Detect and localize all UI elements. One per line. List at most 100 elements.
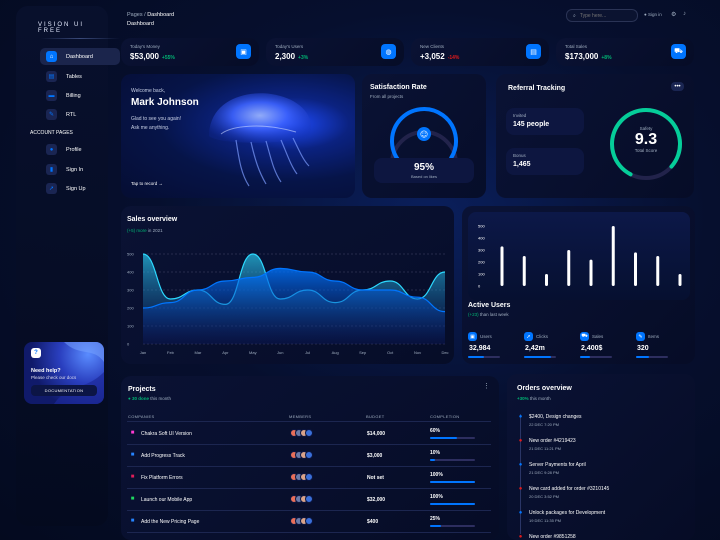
sidebar-item-dashboard[interactable]: ⌂ Dashboard [40, 48, 120, 65]
y-tick-label: 300 [127, 288, 134, 293]
referral-card: Referral Tracking ••• Invited 145 people… [496, 74, 694, 198]
safety-score: Safety 9.3 Total Score [626, 126, 666, 153]
y-tick-label: 200 [127, 306, 134, 311]
question-icon: ? [31, 348, 41, 358]
stat-change: +55% [161, 55, 175, 61]
table-row[interactable]: ■ Add Progress Track $3,000 10% [127, 445, 491, 467]
y-tick-label: 0 [127, 342, 130, 347]
smile-icon: ☺ [420, 130, 428, 139]
sales-overview-card: Sales overview (+5) more in 2021 0 100 200… [121, 206, 454, 364]
item-label: Users [480, 334, 492, 339]
x-tick-label: Feb [167, 350, 175, 355]
safety-gauge [610, 108, 682, 180]
xd-logo-icon: ■ [130, 430, 135, 436]
adobe-icon: ● [518, 534, 523, 540]
atlassian-logo-icon: ■ [130, 452, 135, 458]
card-icon: ● [518, 486, 523, 492]
sales-change: (+5) more in 2021 [127, 228, 163, 233]
completion-bar [430, 481, 475, 483]
y-tick-label: 100 [478, 272, 485, 277]
member-avatar [305, 473, 313, 481]
order-date: 21 DEC 9:28 PM [529, 470, 560, 475]
sidebar-item-sign-up[interactable]: ➚ Sign Up [40, 180, 120, 197]
help-title: Need help? [31, 368, 61, 374]
order-title: Server Payments for April [529, 462, 586, 468]
wrench-icon: ✎ [46, 109, 57, 120]
sidebar-item-sign-in[interactable]: ▮ Sign In [40, 161, 120, 178]
sales-chart: 0 100 200 300 400 500 Jan Feb Mar Apr May Jun Jul Aug… [127, 252, 449, 356]
breadcrumb-root[interactable]: Pages [127, 12, 143, 18]
x-tick-label: Jul [305, 350, 310, 355]
safety-sublabel: Total Score [634, 148, 658, 153]
item-progress [636, 356, 668, 358]
safety-value: 9.3 [634, 131, 658, 148]
project-completion: 10% [430, 450, 441, 456]
tap-to-record-link[interactable]: Tap to record → [131, 181, 164, 186]
x-tick-label: Jun [277, 350, 283, 355]
card-title: Projects [128, 386, 156, 393]
more-vertical-icon[interactable]: ⋮ [483, 383, 490, 390]
member-avatars [290, 473, 313, 482]
timeline-line [520, 414, 521, 534]
x-tick-label: Aug [332, 350, 339, 355]
sidebar-item-rtl[interactable]: ✎ RTL [40, 106, 120, 123]
cart-icon: ⛟ [671, 44, 686, 59]
order-title: $2400, Design changes [529, 414, 582, 420]
table-row[interactable]: ■ Launch our Mobile App $32,000 100% [127, 489, 491, 511]
table-row[interactable]: ■ Add the New Pricing Page $400 25% [127, 511, 491, 533]
order-title: New card added for order #3210145 [529, 486, 610, 492]
card-title: Active Users [468, 302, 511, 309]
project-completion: 25% [430, 516, 441, 522]
project-name: Add the New Pricing Page [141, 519, 200, 525]
rocket-icon: ➚ [524, 332, 533, 341]
project-completion: 100% [430, 494, 443, 500]
welcome-card: Welcome back, Mark Johnson Glad to see y… [121, 74, 355, 198]
card-subtitle: From all projects [370, 94, 404, 99]
stat-value: 2,300 +3% [275, 52, 309, 61]
wrench-icon: ✎ [636, 332, 645, 341]
search-box[interactable]: ⌕ [566, 9, 638, 22]
safety-label: Safety [639, 126, 653, 131]
order-title: Unlock packages for Development [529, 510, 606, 516]
project-completion: 100% [430, 472, 443, 478]
chart-icon: ▤ [46, 71, 57, 82]
welcome-line-2: Ask me anything. [131, 125, 170, 131]
item-value: 2,42m [525, 345, 545, 352]
projects-card: Projects ● 30 done this month ⋮ COMPANIE… [121, 376, 499, 540]
active-users-chart: 0 100 200 300 400 500 [478, 224, 682, 289]
project-completion: 60% [430, 428, 441, 434]
table-row[interactable]: ■ Fix Platform Errors Not set 100% [127, 467, 491, 489]
html5-icon: ● [518, 438, 523, 444]
search-input[interactable] [579, 12, 630, 19]
member-avatars [290, 495, 313, 504]
welcome-line-1: Glad to see you again! [131, 116, 182, 122]
satisfaction-value-box: 95% Based on likes [374, 158, 474, 183]
check-icon: ● [128, 396, 131, 401]
rocket-icon: ➚ [46, 183, 57, 194]
settings-icon[interactable]: ⚙ [671, 12, 677, 18]
more-button[interactable]: ••• [671, 82, 684, 91]
stat-label: Today's Money [130, 44, 160, 49]
documentation-button[interactable]: DOCUMENTATION [31, 385, 97, 396]
sidebar-item-tables[interactable]: ▤ Tables [40, 68, 120, 85]
member-avatar [305, 517, 313, 525]
item-value: 320 [637, 345, 649, 352]
stat-card-users: Today's Users 2,300 +3% ◍ [266, 38, 404, 66]
stat-value: +3,052 -14% [420, 52, 460, 61]
bell-icon: ● [518, 414, 523, 420]
stat-label: New Clients [420, 44, 445, 49]
brand-logo: VISION UI FREE [38, 22, 85, 34]
search-icon: ⌕ [573, 12, 576, 19]
x-tick-label: Dec [441, 350, 448, 355]
y-tick-label: 0 [478, 284, 481, 289]
project-budget: $3,000 [367, 453, 383, 459]
welcome-greeting: Welcome back, [131, 88, 166, 94]
bell-icon[interactable]: ♪ [683, 11, 686, 17]
sidebar-item-billing[interactable]: ▬ Billing [40, 87, 120, 104]
card-title: Satisfaction Rate [370, 84, 427, 91]
sign-in-link[interactable]: ● Sign in [644, 12, 662, 17]
table-row[interactable]: ■ Chakra Soft UI Version $14,000 60% [127, 423, 491, 445]
sign-in-label: Sign in [647, 12, 662, 17]
sidebar-item-profile[interactable]: ● Profile [40, 141, 120, 158]
column-header: COMPANIES [128, 414, 155, 419]
